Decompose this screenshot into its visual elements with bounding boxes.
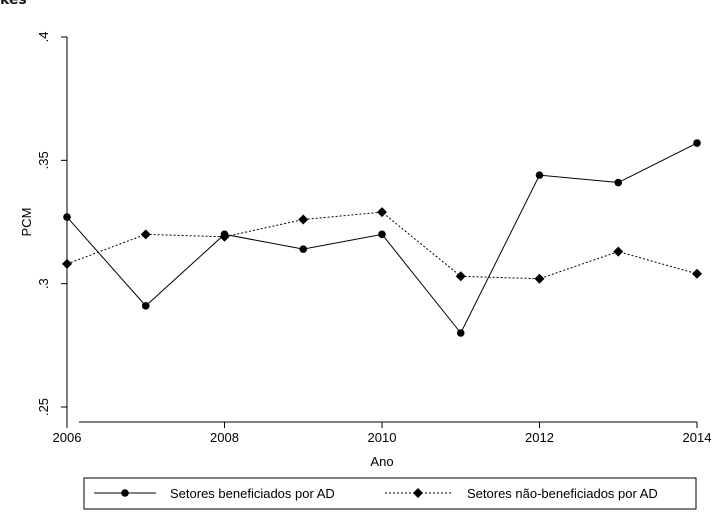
y-tick-label: .35 (36, 151, 51, 169)
series-1 (63, 139, 701, 337)
x-tick-label: 2008 (210, 430, 239, 445)
data-point-diamond (413, 488, 423, 498)
data-point-diamond (613, 246, 624, 257)
y-tick-label: .25 (36, 398, 51, 416)
data-point-circle (63, 213, 71, 221)
data-point-diamond (692, 268, 702, 279)
data-point-diamond (140, 229, 151, 240)
data-point-diamond (534, 273, 545, 284)
data-point-circle (456, 329, 465, 337)
data-point-diamond (377, 207, 387, 218)
x-tick-label: 2014 (683, 430, 712, 445)
legend: Setores beneficiados por AD Setores não-b… (83, 477, 697, 510)
data-point-circle (299, 245, 308, 253)
legend-label: Setores beneficiados por AD (170, 486, 335, 501)
header-fragment: kes (0, 0, 27, 8)
y-axis-ticks: .25 .3 .35 .4 (36, 32, 67, 416)
data-point-diamond (62, 258, 72, 269)
x-tick-label: 2012 (525, 430, 554, 445)
plot-frame (66, 37, 697, 423)
data-point-diamond (298, 214, 309, 225)
data-point-circle (614, 178, 623, 187)
x-axis-title: Ano (370, 454, 393, 469)
series-2 (62, 207, 702, 284)
legend-label: Setores não-beneficiados por AD (467, 486, 658, 501)
data-point-diamond (455, 271, 466, 282)
legend-items: Setores beneficiados por AD Setores não-b… (94, 486, 658, 501)
data-point-circle (141, 302, 150, 310)
y-tick-label: .3 (36, 278, 51, 289)
x-tick-label: 2010 (368, 430, 397, 445)
data-point-circle (535, 171, 544, 179)
x-tick-label: 2006 (53, 430, 82, 445)
data-point-diamond (219, 231, 230, 242)
legend-box (83, 477, 697, 510)
legend-item: Setores não-beneficiados por AD (385, 486, 658, 501)
series-layer (62, 139, 702, 337)
legend-item: Setores beneficiados por AD (94, 486, 335, 501)
y-tick-label: .4 (36, 32, 51, 43)
data-point-circle (693, 139, 701, 147)
x-axis-ticks: 2006 2008 2010 2012 2014 (53, 422, 712, 445)
y-axis-title: PCM (19, 208, 34, 237)
data-point-circle (121, 489, 129, 497)
series-line (66, 211, 698, 280)
data-point-circle (378, 230, 386, 239)
